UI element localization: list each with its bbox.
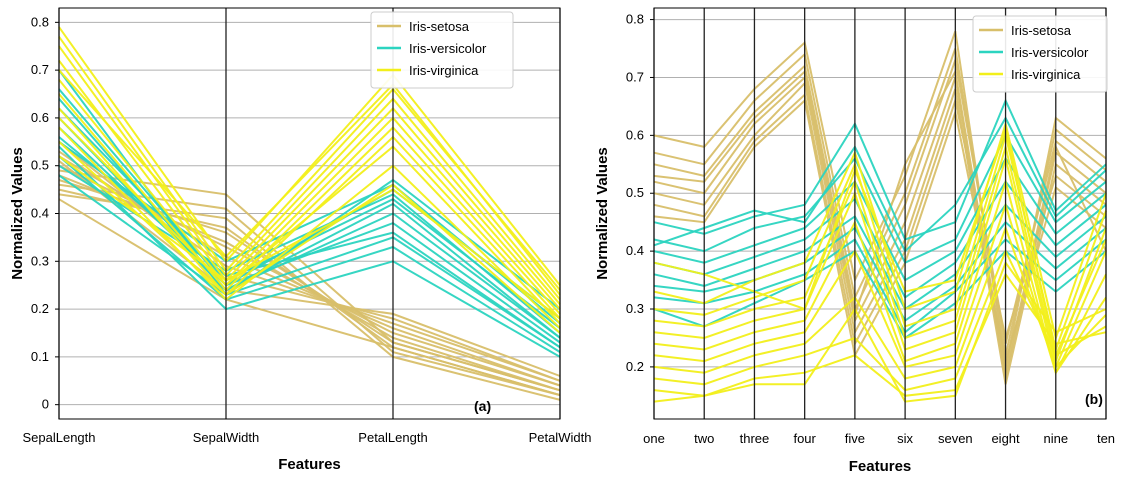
- data-line-iris-virginica-3: [653, 154, 1107, 371]
- data-line-iris-setosa-10: [58, 160, 561, 377]
- data-line-iris-virginica-4: [58, 79, 561, 310]
- y-tick-label: 0.3: [626, 301, 644, 316]
- y-tick-label: 0.7: [31, 62, 49, 77]
- data-line-iris-virginica-4: [653, 178, 1107, 376]
- data-line-iris-virginica-7: [58, 117, 561, 325]
- legend-label: Iris-versicolor: [1011, 45, 1089, 60]
- x-tick-label: six: [897, 431, 913, 446]
- x-tick-label: SepalWidth: [193, 430, 259, 445]
- series-iris-virginica: [58, 26, 561, 334]
- y-tick-label: 0.2: [31, 301, 49, 316]
- x-axis-title: Features: [849, 458, 912, 475]
- legend-box: [370, 11, 514, 89]
- data-line-iris-setosa-11: [58, 198, 561, 397]
- data-line-iris-virginica-8: [653, 272, 1107, 397]
- y-tick-label: 0.5: [626, 185, 644, 200]
- data-line-iris-virginica-2: [653, 142, 1107, 365]
- data-line-iris-virginica-5: [58, 93, 561, 315]
- data-line-iris-versicolor-5: [58, 136, 561, 349]
- y-tick-label: 0.3: [31, 253, 49, 268]
- legend-label: Iris-virginica: [1011, 67, 1081, 82]
- data-line-iris-versicolor-10: [58, 98, 561, 339]
- data-line-iris-versicolor-0: [653, 98, 1107, 241]
- y-tick-label: 0.7: [626, 69, 644, 84]
- data-line-iris-versicolor-3: [58, 117, 561, 339]
- data-line-iris-versicolor-7: [58, 155, 561, 353]
- legend-label: Iris-versicolor: [409, 41, 487, 56]
- y-axis-title: Normalized Values: [9, 147, 26, 280]
- data-line-iris-virginica-3: [58, 59, 561, 305]
- y-tick-label: 0.4: [31, 206, 49, 221]
- legend-label: Iris-virginica: [409, 63, 479, 78]
- data-line-iris-virginica-0: [58, 26, 561, 286]
- y-tick-label: 0.6: [31, 110, 49, 125]
- x-tick-label: ten: [1097, 431, 1115, 446]
- y-axis-title: Normalized Values: [594, 147, 611, 280]
- data-line-iris-virginica-9: [653, 260, 1107, 403]
- x-tick-label: PetalWidth: [529, 430, 592, 445]
- panel-label: (b): [1085, 391, 1103, 407]
- y-tick-label: 0: [42, 397, 49, 412]
- data-line-iris-virginica-8: [58, 126, 561, 329]
- y-tick-label: 0.8: [31, 14, 49, 29]
- data-line-iris-setosa-7: [58, 141, 561, 382]
- chart-panel-a: 0 0.1 0.2 0.3 0.4 0.5 0.6 0.7 0.8 SepalLength Sepa…: [9, 7, 592, 473]
- y-tick-label: 0.1: [31, 349, 49, 364]
- data-line-iris-virginica-7: [653, 248, 1107, 392]
- legend-box: [972, 15, 1108, 93]
- data-line-iris-virginica-10: [58, 155, 561, 320]
- x-tick-label: nine: [1043, 431, 1068, 446]
- data-line-iris-virginica-10: [653, 125, 1107, 359]
- data-line-iris-virginica-5: [653, 201, 1107, 376]
- y-tick-label: 0.8: [626, 12, 644, 27]
- y-tick-label: 0.2: [626, 359, 644, 374]
- x-tick-label: SepalLength: [22, 430, 95, 445]
- x-tick-label: PetalLength: [358, 430, 427, 445]
- data-line-iris-versicolor-1: [653, 133, 1107, 265]
- plot-frame: [58, 7, 561, 420]
- x-axis-title: Features: [278, 456, 341, 473]
- legend: Iris-setosa Iris-versicolor Iris-virginica: [972, 15, 1108, 93]
- legend: Iris-setosa Iris-versicolor Iris-virginica: [370, 11, 514, 89]
- data-line-iris-versicolor-11: [58, 174, 561, 349]
- x-tick-label: four: [793, 431, 816, 446]
- data-line-iris-setosa-8: [58, 183, 561, 397]
- panel-label: (a): [474, 398, 491, 414]
- x-tick-label: seven: [938, 431, 973, 446]
- legend-label: Iris-setosa: [409, 19, 470, 34]
- legend-label: Iris-setosa: [1011, 23, 1072, 38]
- y-tick-label: 0.6: [626, 127, 644, 142]
- x-tick-label: one: [643, 431, 665, 446]
- data-line-iris-versicolor-8: [653, 115, 1107, 253]
- y-tick-label: 0.5: [31, 158, 49, 173]
- series-iris-virginica: [653, 119, 1107, 403]
- x-tick-label: eight: [991, 431, 1020, 446]
- y-tick-label: 0.4: [626, 243, 644, 258]
- x-tick-label: two: [694, 431, 714, 446]
- x-tick-label: three: [740, 431, 770, 446]
- data-line-iris-virginica-2: [58, 45, 561, 301]
- plot-frame: [653, 7, 1107, 420]
- x-tick-label: five: [845, 431, 865, 446]
- data-line-iris-virginica-11: [58, 69, 561, 296]
- chart-panel-b: 0.2 0.3 0.4 0.5 0.6 0.7 0.8 one two three four five…: [594, 7, 1115, 475]
